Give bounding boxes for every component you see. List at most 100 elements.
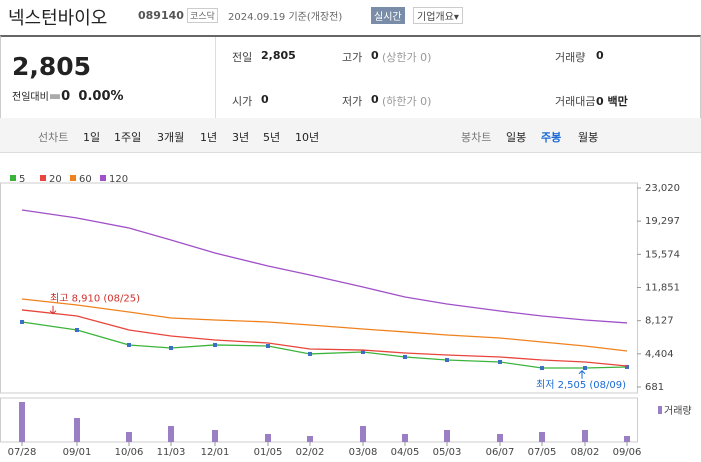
x-tick-label: 04/05 (391, 447, 420, 458)
price-mark (445, 358, 449, 363)
price-mark (127, 342, 131, 347)
x-tick-label: 11/03 (157, 447, 186, 458)
volume-bar (168, 426, 174, 442)
low-arrow (578, 370, 586, 379)
x-tick-label: 09/06 (613, 447, 642, 458)
stat-value: 0 (371, 49, 379, 62)
current-price: 2,805 (12, 52, 92, 81)
price-mark (213, 342, 217, 347)
tab-bar (0, 118, 701, 153)
price-mark (266, 344, 270, 349)
price-mark (583, 366, 587, 371)
low-label: 최저 2,505 (08/09) (536, 379, 626, 391)
change-label: 전일대비 (12, 92, 49, 103)
price-mark (308, 351, 312, 356)
tab[interactable]: 3개월 (157, 131, 185, 144)
volume-bar (212, 430, 218, 442)
volume-bar (624, 436, 630, 442)
stat-label: 고가 (342, 51, 363, 64)
high-label: 최고 8,910 (08/25) (50, 293, 140, 305)
stock-name: 넥스턴바이오 (8, 8, 108, 29)
volume-bar (539, 432, 545, 442)
stat-value: 2,805 (261, 49, 296, 62)
ma-line (21, 321, 628, 369)
volume-bar (126, 432, 132, 442)
volume-bar (497, 434, 503, 442)
volume-bar (360, 426, 366, 442)
y-tick-label: 23,020 (645, 183, 680, 194)
volume-bar (444, 430, 450, 442)
realtime-btn[interactable]: 실시간 (371, 7, 405, 24)
x-tick-label: 02/02 (296, 447, 325, 458)
x-tick-label: 07/05 (528, 447, 557, 458)
stat-label: 저가 (342, 95, 363, 108)
price-mark (361, 349, 365, 354)
price-mark (403, 354, 407, 359)
ma-line (21, 309, 628, 367)
tab[interactable]: 주봉 (541, 131, 562, 144)
legend-label: 5 (19, 174, 25, 185)
stat-value: 0 (371, 93, 379, 106)
chart: 681 4,404 8,127 11,851 15,574 19,297 23,020 5 20… (0, 174, 692, 458)
x-tick-label: 07/28 (8, 447, 37, 458)
x-tick-label: 06/07 (486, 447, 515, 458)
x-tick-label: 05/03 (433, 447, 462, 458)
stat-label: 시가 (232, 95, 253, 108)
stock-code: 089140 (138, 9, 184, 22)
stat-value: 0 백만 (596, 95, 628, 108)
volume-bar (19, 402, 25, 442)
stat-value: 0 (261, 93, 269, 106)
tab[interactable]: 5년 (263, 131, 281, 144)
change-pct: 0.00% (78, 89, 124, 104)
date: 2024.09.19 기준(개장전) (228, 8, 342, 23)
legend-swatch (10, 175, 16, 181)
legend-label: 120 (109, 174, 128, 185)
company-info-btn[interactable]: 기업개요▾ (413, 7, 463, 24)
volume-bar (582, 430, 588, 442)
tab[interactable]: 일봉 (506, 131, 527, 144)
price-mark (498, 359, 502, 364)
price-mark (20, 319, 24, 324)
change: 전일대비▬0 0.00% (12, 89, 124, 104)
tab[interactable]: 1년 (200, 131, 218, 144)
tab[interactable]: 월봉 (578, 131, 599, 144)
tab-label: 봉차트 (461, 131, 492, 144)
ma-line (21, 209, 628, 324)
tab[interactable]: 1일 (83, 131, 101, 144)
y-tick-label: 11,851 (645, 282, 680, 293)
change-value: 0 (61, 89, 71, 104)
y-tick-label: 681 (645, 382, 664, 393)
x-tick-label: 10/06 (115, 447, 144, 458)
price-mark (540, 366, 544, 371)
plot-frame (0, 182, 638, 394)
x-tick-label: 03/08 (349, 447, 378, 458)
y-tick-label: 4,404 (645, 349, 674, 360)
tab-label: 선차트 (38, 131, 69, 144)
market-badge: 코스닥 (187, 8, 218, 23)
high-arrow (49, 305, 57, 315)
date-text: 2024.09.19 (228, 12, 286, 23)
ma-line (21, 298, 628, 352)
volume-bar (402, 434, 408, 442)
divider (215, 37, 216, 118)
legend-label: 20 (49, 174, 62, 185)
legend-label: 60 (79, 174, 92, 185)
x-tick-label: 09/01 (63, 447, 92, 458)
stat-extra: (하한가 0) (382, 95, 432, 108)
stat-label: 거래대금 (555, 95, 596, 108)
price-mark (169, 345, 173, 350)
legend-swatch (40, 175, 46, 181)
tab[interactable]: 3년 (232, 131, 250, 144)
tab[interactable]: 10년 (295, 131, 320, 144)
stat-extra: (상한가 0) (382, 51, 432, 64)
company-info: 기업개요 (417, 12, 454, 23)
tab[interactable]: 1주일 (114, 131, 142, 144)
x-tick-label: 08/02 (571, 447, 600, 458)
y-tick-label: 15,574 (645, 249, 680, 260)
basis: 기준(개장전) (288, 12, 343, 23)
y-tick-label: 8,127 (645, 316, 674, 327)
y-tick-label: 19,297 (645, 216, 680, 227)
stat-value: 0 (596, 49, 604, 62)
